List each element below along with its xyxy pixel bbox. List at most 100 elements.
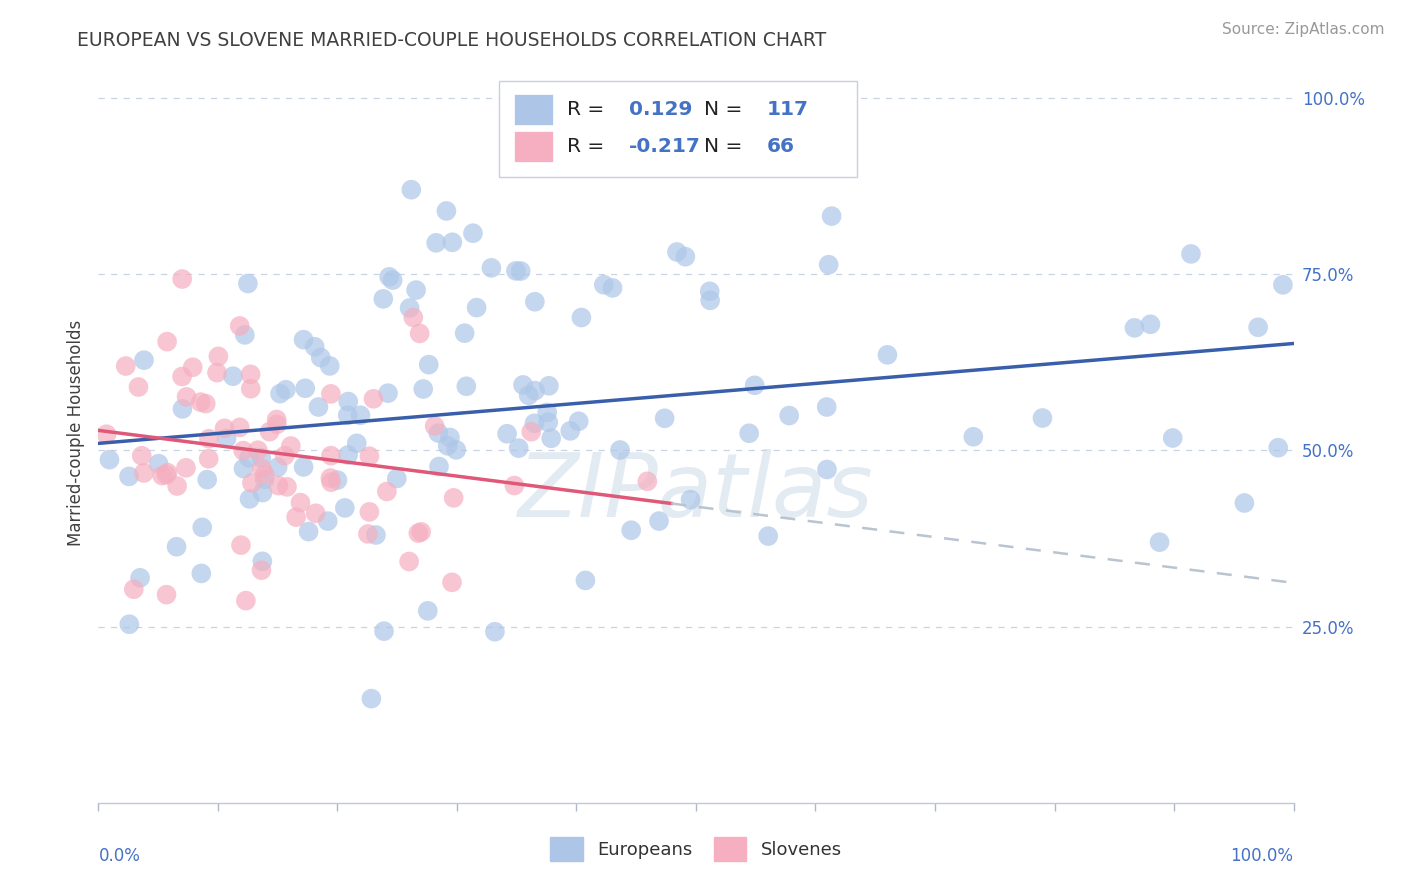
Point <box>436 203 458 218</box>
Point <box>398 554 420 568</box>
Point <box>96 427 118 442</box>
Point <box>307 400 329 414</box>
Point <box>815 400 838 414</box>
Point <box>198 432 221 446</box>
Point <box>132 353 155 368</box>
Point <box>309 351 332 365</box>
Point <box>496 426 519 441</box>
Point <box>1180 247 1202 261</box>
Point <box>377 386 399 401</box>
Point <box>155 588 177 602</box>
Point <box>412 382 434 396</box>
Point <box>378 269 401 284</box>
Point <box>568 414 591 428</box>
Point <box>129 571 152 585</box>
Point <box>252 554 274 568</box>
Point <box>571 310 593 325</box>
Point <box>253 472 276 486</box>
Point <box>592 277 614 292</box>
Point <box>118 469 141 483</box>
Point <box>236 277 259 291</box>
Point <box>267 478 290 492</box>
Point <box>574 574 596 588</box>
Point <box>636 475 658 489</box>
Point <box>360 691 382 706</box>
Point <box>148 457 170 471</box>
Point <box>290 495 312 509</box>
Point <box>699 285 721 299</box>
Point <box>253 467 276 482</box>
Point <box>665 245 688 260</box>
Point <box>285 510 308 524</box>
Point <box>373 292 395 306</box>
Point <box>962 430 984 444</box>
Point <box>484 624 506 639</box>
Point <box>246 443 269 458</box>
Point <box>1267 441 1289 455</box>
Point <box>235 593 257 607</box>
Text: N =: N = <box>704 100 749 119</box>
Text: 0.0%: 0.0% <box>98 847 141 865</box>
Point <box>252 485 274 500</box>
Point <box>509 264 531 278</box>
Point <box>326 473 349 487</box>
Point <box>479 260 502 275</box>
Point <box>190 566 212 581</box>
Bar <box>515 130 553 161</box>
Point <box>166 479 188 493</box>
Point <box>316 514 339 528</box>
Point <box>537 379 560 393</box>
Point <box>523 294 546 309</box>
Point <box>1149 535 1171 549</box>
Point <box>266 412 288 426</box>
Point <box>294 381 316 395</box>
Point <box>453 326 475 340</box>
Point <box>602 281 624 295</box>
Point <box>416 604 439 618</box>
Point <box>517 388 540 402</box>
Point <box>523 417 546 431</box>
Point <box>381 273 404 287</box>
Point <box>233 327 256 342</box>
Point <box>465 301 488 315</box>
Point <box>319 387 342 401</box>
Point <box>267 460 290 475</box>
Point <box>319 359 342 373</box>
Point <box>418 358 440 372</box>
Text: R =: R = <box>567 100 610 119</box>
Point <box>292 333 315 347</box>
Point <box>364 528 387 542</box>
Point <box>336 408 359 422</box>
Point <box>274 383 297 397</box>
Point <box>1247 320 1270 334</box>
Point <box>238 491 260 506</box>
Text: 117: 117 <box>766 100 808 119</box>
Legend: Europeans, Slovenes: Europeans, Slovenes <box>543 830 849 868</box>
Point <box>446 442 468 457</box>
Point <box>505 264 527 278</box>
Point <box>238 450 260 465</box>
Point <box>357 527 380 541</box>
Point <box>269 386 291 401</box>
Point <box>439 430 461 444</box>
Point <box>172 401 194 416</box>
Point <box>346 436 368 450</box>
Point <box>259 425 281 439</box>
Point <box>375 484 398 499</box>
Point <box>319 475 342 490</box>
Point <box>197 451 219 466</box>
Point <box>176 390 198 404</box>
Point <box>1031 411 1053 425</box>
Point <box>174 460 197 475</box>
Point <box>778 409 800 423</box>
Point <box>191 520 214 534</box>
Point <box>756 529 779 543</box>
Point <box>744 378 766 392</box>
Point <box>699 293 721 308</box>
Point <box>349 409 371 423</box>
Point <box>441 235 464 250</box>
Point <box>337 394 360 409</box>
Point <box>512 378 534 392</box>
Point <box>536 405 558 419</box>
Point <box>207 350 229 364</box>
